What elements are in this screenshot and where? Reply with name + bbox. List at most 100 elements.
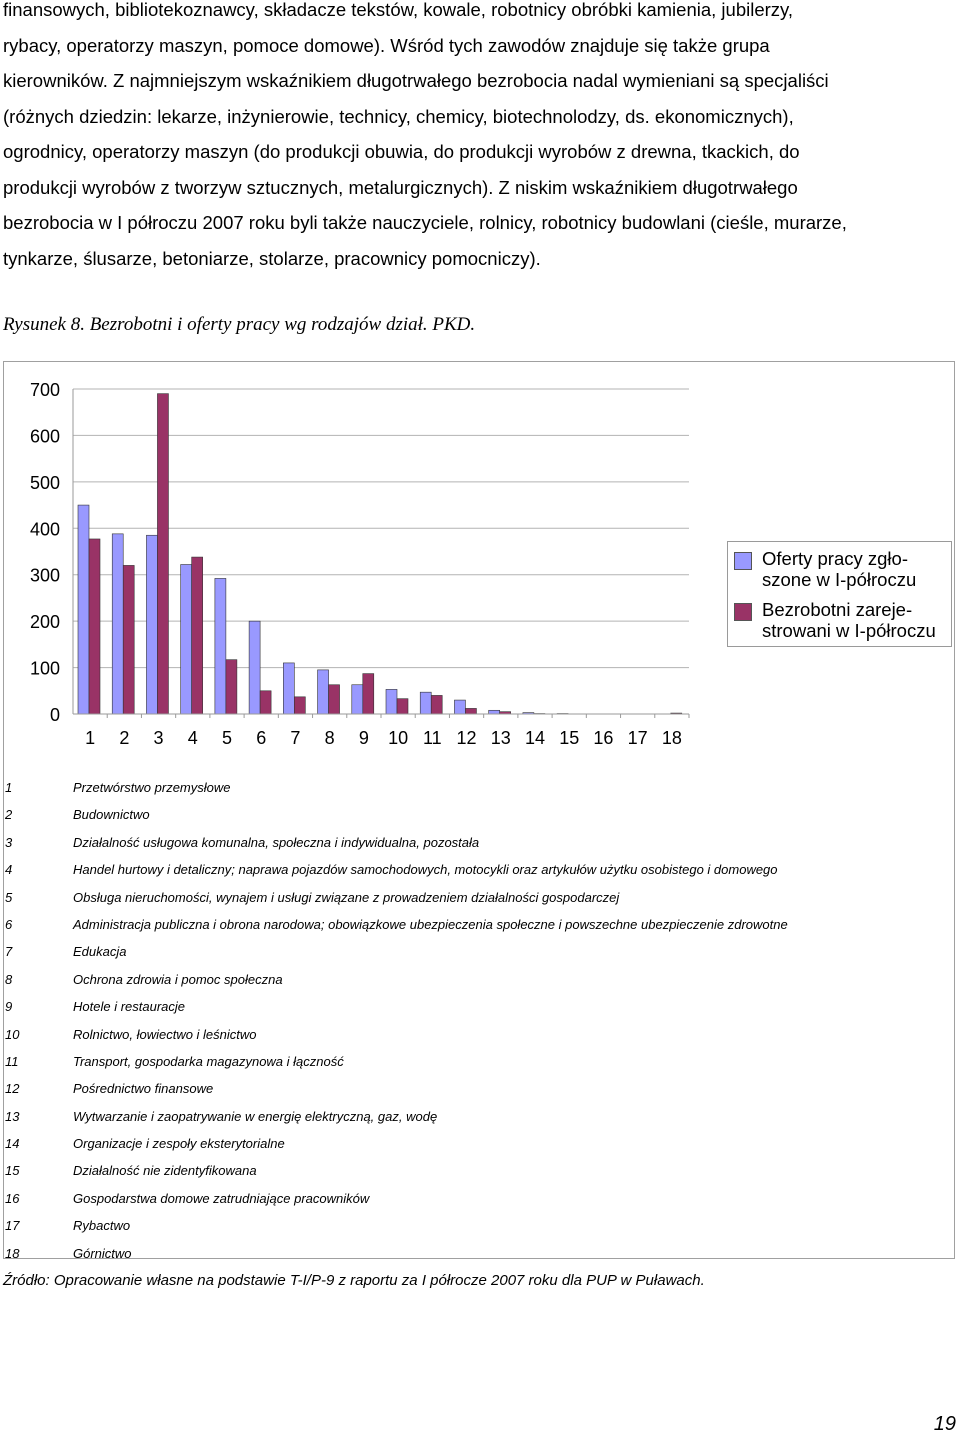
category-key-number: 1: [5, 780, 13, 795]
x-tick-label: 16: [593, 728, 613, 748]
axes: [72, 389, 690, 718]
bar-series-2-cat-8: [328, 684, 340, 715]
bar-series-2-cat-2: [122, 565, 135, 715]
bar-series-1-cat-2: [111, 533, 124, 715]
category-key-row: 11 Transport, gospodarka magazynowa i łąc…: [5, 1048, 945, 1075]
category-key-row: 8 Ochrona zdrowia i pomoc społeczna: [5, 966, 945, 993]
bar-series-2-cat-9: [362, 673, 375, 715]
category-key-number: 6: [5, 916, 13, 932]
bar-series-2-cat-10: [396, 698, 409, 715]
bar-series-1-cat-3: [146, 534, 158, 715]
category-key-label: Hotele i restauracje: [73, 999, 185, 1015]
category-key-number: 2: [5, 807, 13, 823]
category-key-number: 3: [5, 834, 13, 850]
x-tick-label: 1: [85, 728, 95, 748]
y-tick-label: 200: [30, 612, 60, 632]
bar-series-1-cat-9: [351, 684, 364, 715]
category-key-row: 17 Rybactwo: [5, 1212, 945, 1239]
x-tick-label: 15: [559, 728, 579, 748]
chart-legend: Oferty pracy zgło-szone w I-półroczu Bez…: [727, 541, 952, 647]
bar-series-1-cat-11: [419, 691, 432, 715]
y-tick-label: 500: [30, 473, 60, 493]
y-tick-labels: 0 100 200 300 400 500 600 700: [30, 380, 60, 725]
body-text-line: kierowników. Z najmniejszym wskaźnikiem …: [3, 70, 829, 91]
x-tick-label: 10: [388, 728, 408, 748]
category-key-label: Rolnictwo, łowiectwo i leśnictwo: [73, 1026, 257, 1042]
category-key-row: 5 Obsługa nieruchomości, wynajem i usługi…: [5, 884, 945, 911]
category-key-row: 14 Organizacje i zespoły eksterytorialne: [5, 1130, 945, 1157]
x-tick-label: 17: [628, 728, 648, 748]
figure-frame: [3, 361, 955, 1259]
category-key-label: Handel hurtowy i detaliczny; naprawa poj…: [73, 862, 778, 878]
body-text: finansowych, bibliotekoznawcy, składacze…: [3, 0, 957, 276]
legend-label-offers: Oferty pracy zgło-szone w I-półroczu: [762, 548, 917, 590]
bar-series-2-cat-12: [465, 708, 477, 715]
category-key-number: 8: [5, 971, 13, 987]
x-tick-label: 8: [325, 728, 335, 748]
x-tick-label: 11: [423, 728, 442, 748]
bar-series-2-cat-1: [88, 538, 101, 715]
bar-series-1-cat-8: [317, 669, 329, 715]
x-tick-label: 2: [119, 728, 129, 748]
bar-series-1-cat-4: [180, 564, 192, 715]
legend-label-unemployed: Bezrobotni zareje-strowani w I-półroczu: [762, 599, 936, 641]
category-key-number: 9: [5, 999, 13, 1015]
category-key-number: 4: [5, 862, 13, 878]
bar-series-2-cat-4: [191, 556, 203, 715]
x-tick-labels: 1 2 3 4 5 6 7 8 9 10 11 12 13 14 15 16 17 18: [85, 728, 682, 748]
category-key-row: 3 Działalność usługowa komunalna, społecz…: [5, 829, 945, 856]
source-note: Źródło: Opracowanie własne na podstawie …: [3, 1272, 705, 1289]
x-tick-label: 5: [222, 728, 232, 748]
x-tick-label: 14: [525, 728, 545, 748]
bar-series-2-cat-11: [430, 695, 443, 715]
bars: [77, 393, 683, 715]
y-tick-label: 100: [30, 659, 60, 679]
category-key-label: Górnictwo: [73, 1245, 132, 1261]
body-text-line: ogrodnicy, operatorzy maszyn (do produkc…: [3, 141, 800, 162]
category-key: 1 Przetwórstwo przemysłowe 2 Budownictwo 3 Dz…: [5, 774, 945, 1267]
category-key-label: Organizacje i zespoły eksterytorialne: [73, 1136, 285, 1152]
x-tick-label: 6: [256, 728, 266, 748]
bar-series-1-cat-1: [77, 504, 90, 715]
category-key-row: 7 Edukacja: [5, 938, 945, 965]
body-text-line: produkcji wyrobów z tworzyw sztucznych, …: [3, 176, 798, 198]
category-key-row: 2 Budownictwo: [5, 801, 945, 828]
x-tick-label: 9: [359, 728, 369, 748]
grid-lines: [73, 388, 689, 669]
category-key-row: 16 Gospodarstwa domowe zatrudniające prac…: [5, 1185, 945, 1212]
y-tick-label: 600: [30, 426, 60, 446]
figure-caption: Rysunek 8. Bezrobotni i oferty pracy wg …: [3, 314, 476, 335]
category-key-number: 5: [5, 889, 13, 905]
x-tick-label: 13: [491, 728, 511, 748]
bar-series-1-cat-10: [385, 689, 398, 715]
category-key-label: Administracja publiczna i obrona narodow…: [73, 916, 788, 932]
category-key-label: Transport, gospodarka magazynowa i łączn…: [73, 1053, 344, 1069]
category-key-label: Działalność usługowa komunalna, społeczn…: [73, 834, 480, 850]
body-text-line: rybacy, operatorzy maszyn, pomoce domowe…: [3, 34, 770, 56]
category-key-number: 13: [5, 1108, 20, 1124]
category-key-number: 18: [5, 1245, 20, 1261]
category-key-row: 9 Hotele i restauracje: [5, 993, 945, 1020]
category-key-label: Gospodarstwa domowe zatrudniające pracow…: [73, 1190, 370, 1206]
y-tick-label: 700: [30, 380, 60, 400]
category-key-label: Działalność nie zidentyfikowana: [73, 1163, 257, 1179]
category-key-label: Edukacja: [73, 944, 127, 960]
y-tick-label: 300: [30, 566, 60, 586]
category-key-row: 6 Administracja publiczna i obrona narodo…: [5, 911, 945, 938]
bar-series-2-cat-3: [157, 393, 169, 715]
body-text-line: bezrobocia w I półroczu 2007 roku byli t…: [3, 212, 847, 233]
bar-series-1-cat-13: [488, 709, 500, 715]
category-key-number: 7: [5, 944, 13, 960]
page-number: 19: [933, 1413, 956, 1435]
category-key-row: 15 Działalność nie zidentyfikowana: [5, 1157, 945, 1184]
category-key-row: 18 Górnictwo: [5, 1240, 945, 1267]
category-key-row: 13 Wytwarzanie i zaopatrywanie w energię …: [5, 1103, 945, 1130]
body-text-line: tynkarze, ślusarze, betoniarze, stolarze…: [3, 247, 541, 269]
category-key-row: 1 Przetwórstwo przemysłowe: [5, 774, 945, 801]
category-key-number: 16: [5, 1190, 20, 1206]
category-key-label: Ochrona zdrowia i pomoc społeczna: [73, 971, 283, 987]
category-key-number: 10: [5, 1026, 20, 1042]
category-key-number: 12: [5, 1081, 20, 1097]
category-key-label: Budownictwo: [73, 807, 150, 823]
